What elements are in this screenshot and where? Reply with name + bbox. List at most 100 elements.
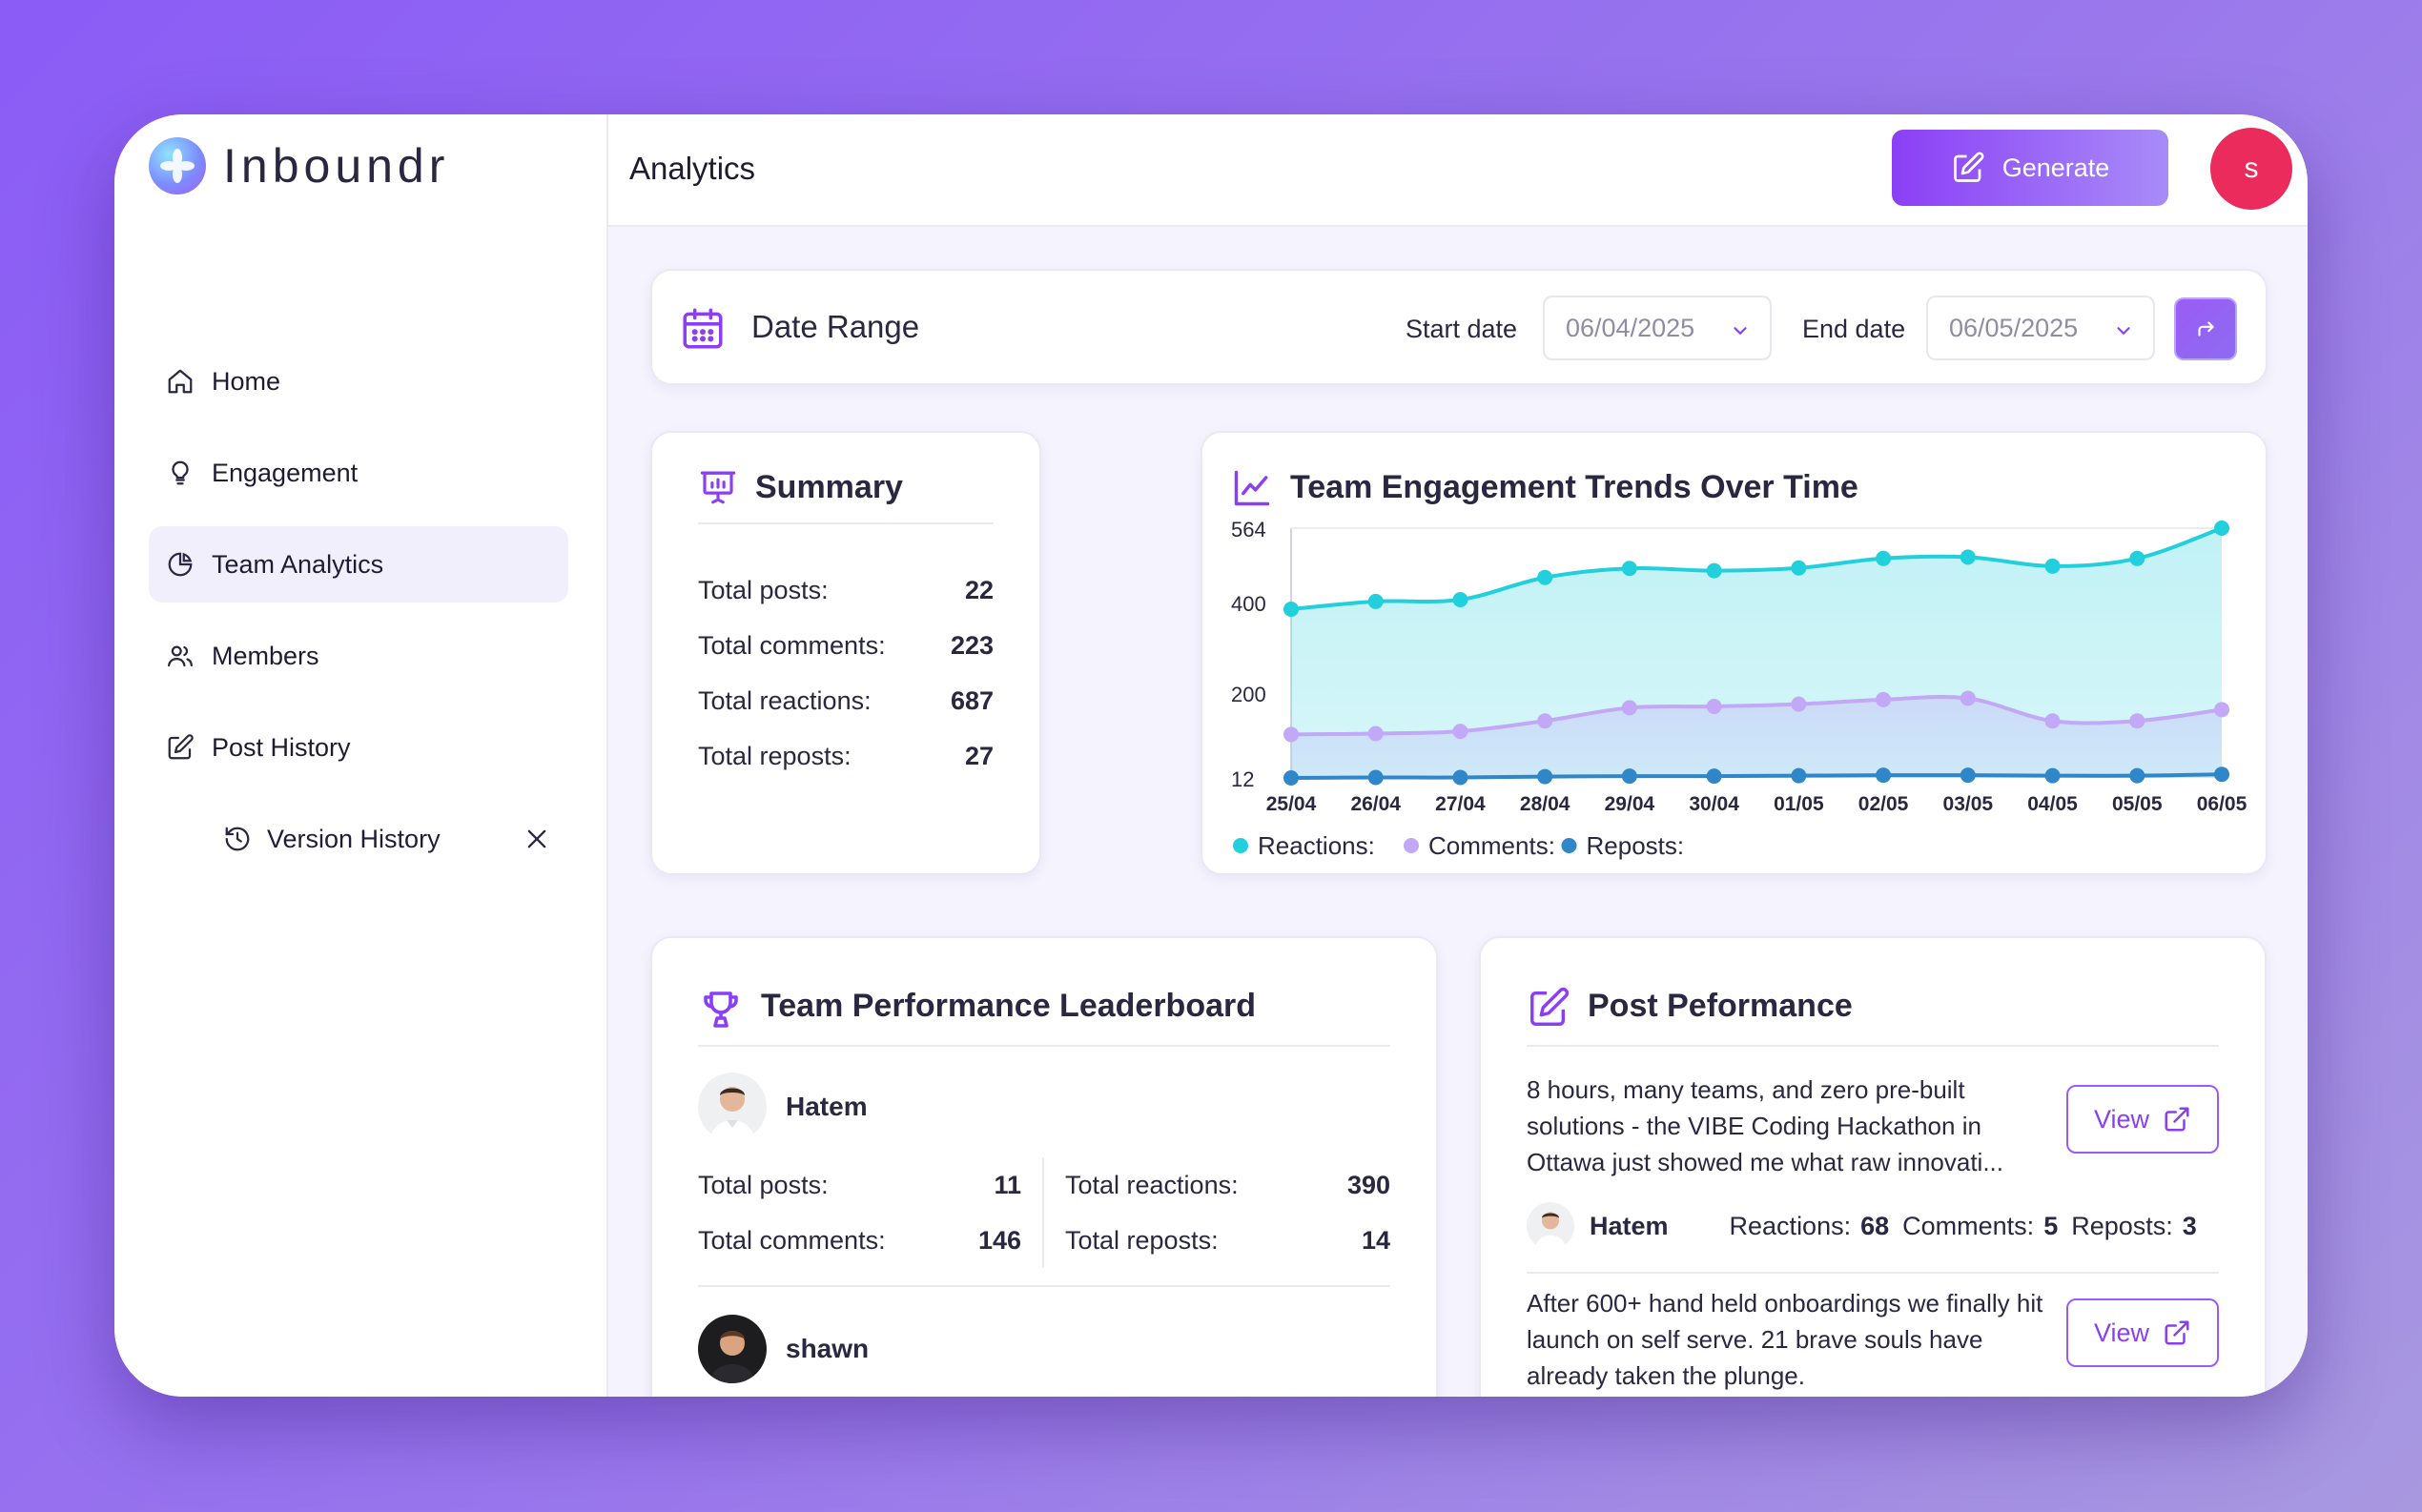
y-tick-label: 400 bbox=[1231, 592, 1266, 616]
data-point bbox=[2214, 521, 2229, 536]
user-avatar[interactable]: s bbox=[2210, 128, 2292, 210]
series-line bbox=[1290, 694, 2223, 737]
data-point bbox=[1621, 700, 1637, 716]
pie-chart-icon bbox=[164, 548, 196, 581]
view-post-button[interactable]: View bbox=[2066, 1085, 2219, 1154]
y-tick-label: 564 bbox=[1231, 518, 1266, 541]
x-tick-label: 05/05 bbox=[2112, 793, 2163, 815]
summary-label: Total reposts: bbox=[698, 742, 852, 770]
x-tick-label: 03/05 bbox=[1943, 793, 1994, 815]
leaderboard-entry: shawn Total posts:11 Total reactions:297 bbox=[698, 1314, 1390, 1397]
data-point bbox=[1283, 770, 1299, 786]
sidebar-item-engagement[interactable]: Engagement bbox=[149, 435, 568, 511]
data-point bbox=[1706, 562, 1722, 579]
leaderboard-entry: Hatem Total posts: 11 Total comments: 146 … bbox=[698, 1072, 1390, 1287]
edit-icon bbox=[1951, 151, 1985, 185]
post-performance-card: Post Peformance 8 hours, many teams, and… bbox=[1479, 936, 2267, 1397]
view-button-label: View bbox=[2093, 1104, 2150, 1134]
generate-button[interactable]: Generate bbox=[1892, 130, 2168, 206]
summary-row-reactions: Total reactions: 687 bbox=[698, 686, 994, 742]
close-icon[interactable] bbox=[521, 823, 553, 855]
data-point bbox=[1706, 699, 1722, 715]
leaderboard-header: Team Performance Leaderboard bbox=[698, 986, 1390, 1047]
x-tick-label: 25/04 bbox=[1266, 793, 1317, 815]
x-tick-label: 26/04 bbox=[1350, 793, 1401, 815]
end-date-input[interactable]: 06/05/2025 bbox=[1926, 296, 2155, 360]
stat-label: Total comments: bbox=[698, 1225, 886, 1255]
sidebar-item-post-history[interactable]: Post History bbox=[149, 709, 568, 786]
start-date-input[interactable]: 06/04/2025 bbox=[1543, 296, 1772, 360]
post-meta: Hatem Reactions: 68 Comments: 5 Reposts:… bbox=[1527, 1201, 2219, 1251]
y-tick-label: 200 bbox=[1231, 683, 1266, 706]
data-point bbox=[1960, 690, 1976, 706]
trophy-icon bbox=[698, 986, 744, 1032]
x-tick-label: 30/04 bbox=[1689, 793, 1739, 815]
summary-row-reposts: Total reposts: 27 bbox=[698, 742, 994, 797]
reactions-value: 68 bbox=[1860, 1211, 1890, 1240]
author-avatar[interactable] bbox=[1527, 1202, 1574, 1250]
sidebar-nav: Home Engagement Team Analytics Members bbox=[149, 343, 568, 877]
sidebar-item-members[interactable]: Members bbox=[149, 618, 568, 694]
post-text: After 600+ hand held onboardings we fina… bbox=[1527, 1289, 2043, 1390]
data-point bbox=[2214, 766, 2229, 783]
data-point bbox=[1367, 593, 1384, 609]
generate-button-label: Generate bbox=[2001, 153, 2110, 182]
history-icon bbox=[221, 823, 254, 855]
edit-icon bbox=[164, 731, 196, 764]
data-point bbox=[1283, 726, 1299, 743]
summary-title: Summary bbox=[755, 469, 903, 505]
data-point bbox=[1706, 768, 1722, 785]
view-button-label: View bbox=[2093, 1318, 2150, 1347]
apply-date-button[interactable] bbox=[2174, 297, 2237, 360]
author-name: Hatem bbox=[1590, 1211, 1669, 1240]
brand-logo-icon bbox=[149, 137, 206, 194]
external-link-icon bbox=[2163, 1105, 2191, 1134]
sidebar-item-label: Home bbox=[212, 366, 281, 396]
data-point bbox=[1452, 724, 1468, 740]
main-content: Date Range Start date 06/04/2025 End dat… bbox=[608, 227, 2308, 1397]
calendar-icon bbox=[679, 305, 727, 358]
reposts-value: 3 bbox=[2182, 1211, 2197, 1240]
member-avatar[interactable] bbox=[698, 1315, 767, 1383]
sidebar-item-home[interactable]: Home bbox=[149, 343, 568, 419]
summary-row-posts: Total posts: 22 bbox=[698, 576, 994, 631]
sidebar-item-label: Members bbox=[212, 641, 319, 670]
end-date-value: 06/05/2025 bbox=[1949, 313, 2079, 342]
start-date-value: 06/04/2025 bbox=[1566, 313, 1695, 342]
y-tick-label: 12 bbox=[1231, 767, 1254, 791]
sidebar-item-team-analytics[interactable]: Team Analytics bbox=[149, 526, 568, 603]
leaderboard-card: Team Performance Leaderboard Hatem Total… bbox=[650, 936, 1438, 1397]
view-post-button[interactable]: View bbox=[2066, 1298, 2219, 1367]
summary-label: Total comments: bbox=[698, 631, 886, 660]
stat-label: Total posts: bbox=[698, 1170, 829, 1199]
data-point bbox=[2044, 767, 2061, 784]
legend-marker bbox=[1561, 838, 1577, 853]
brand[interactable]: Inboundr bbox=[149, 137, 449, 194]
data-point bbox=[1791, 767, 1807, 784]
stat-value: 11 bbox=[994, 1170, 1021, 1199]
x-tick-label: 29/04 bbox=[1605, 793, 1655, 815]
data-point bbox=[2044, 558, 2061, 574]
post-performance-header: Post Peformance bbox=[1527, 986, 2219, 1047]
top-header: Analytics Generate s bbox=[608, 114, 2308, 227]
x-tick-label: 02/05 bbox=[1858, 793, 1909, 815]
data-point bbox=[2044, 713, 2061, 729]
series-line bbox=[1290, 772, 2223, 780]
summary-value: 687 bbox=[950, 686, 994, 715]
summary-value: 22 bbox=[964, 576, 994, 604]
data-point bbox=[1960, 549, 1976, 565]
brand-name: Inboundr bbox=[223, 139, 450, 193]
sidebar-item-label: Post History bbox=[212, 732, 351, 762]
sidebar-subitem-version-history[interactable]: Version History bbox=[149, 801, 568, 877]
chevron-down-icon bbox=[1730, 318, 1751, 348]
sidebar-item-label: Engagement bbox=[212, 458, 359, 487]
post-text: 8 hours, many teams, and zero pre-built … bbox=[1527, 1075, 2004, 1176]
data-point bbox=[1876, 767, 1892, 784]
data-point bbox=[1876, 691, 1892, 707]
divider bbox=[1527, 1272, 2219, 1274]
data-point bbox=[1960, 767, 1976, 784]
legend-marker bbox=[1233, 838, 1248, 853]
start-date-label: Start date bbox=[1406, 315, 1518, 343]
x-tick-label: 28/04 bbox=[1520, 793, 1570, 815]
member-avatar[interactable] bbox=[698, 1073, 767, 1141]
